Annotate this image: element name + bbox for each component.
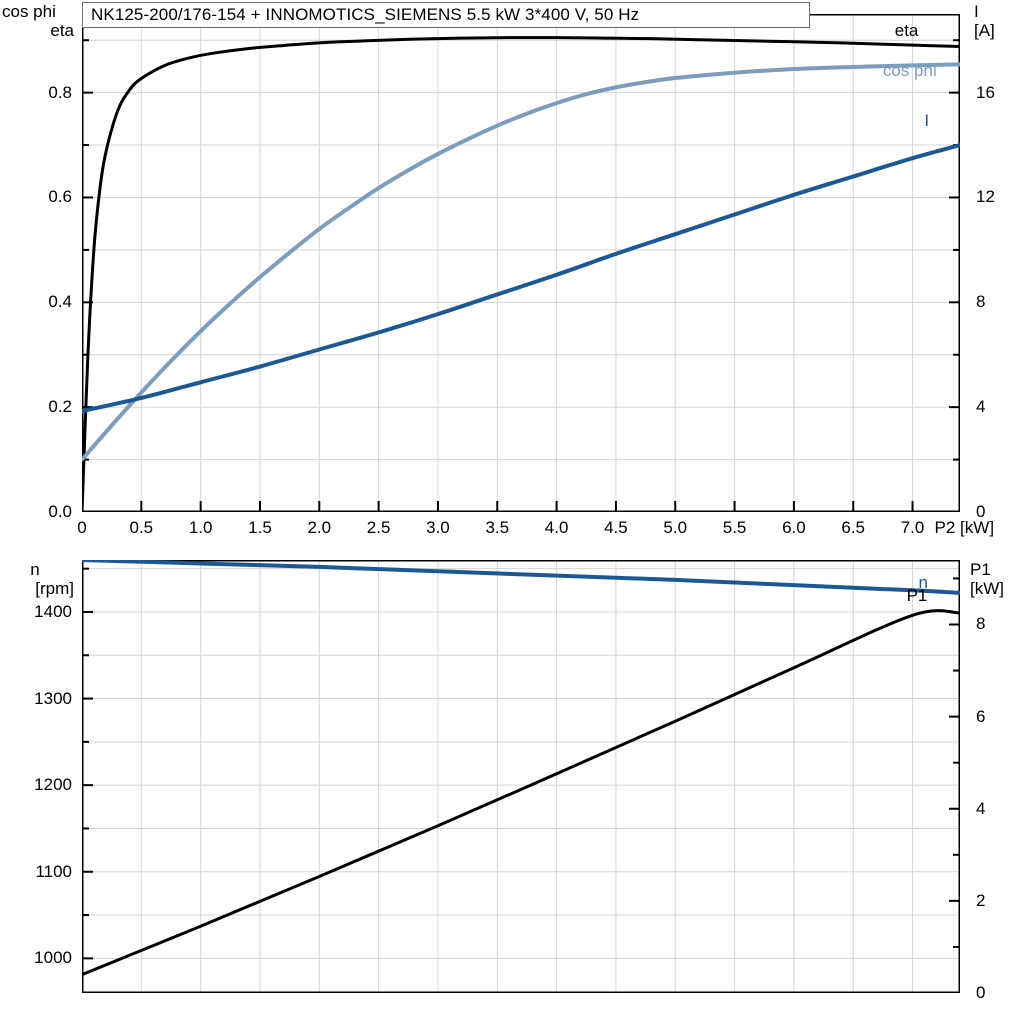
top-right-axis-caption-line2: [A] [974,21,995,40]
curve-label-cos-phi: cos phi [882,60,937,80]
top-xtick-2.0: 2.0 [307,518,332,537]
top-ytick-right-16: 16 [976,82,995,102]
top-xtick-4.0: 4.0 [544,518,569,537]
curve-I [82,143,960,414]
top-ytick-left-0.2: 0.2 [48,397,72,417]
top-ytick-right-4: 4 [976,397,986,417]
curve-P1 [82,609,960,977]
top-ytick-left-0.8: 0.8 [48,82,72,102]
top-xtick-4.5: 4.5 [604,518,628,537]
bottom-ytick-left-1300: 1300 [34,688,72,708]
bottom-left-axis-caption: n [rpm] [0,560,74,598]
top-ytick-left-0.0: 0.0 [48,502,72,521]
curve-label-current: I [924,111,930,131]
top-left-axis-caption-line1: cos phi [2,2,56,21]
top-chart-plot-area [82,14,960,512]
chart-title-box: NK125-200/176-154 + INNOMOTICS_SIEMENS 5… [82,2,810,28]
top-ytick-right-12: 12 [976,187,995,207]
top-ytick-left-0.6: 0.6 [48,187,72,207]
bottom-ytick-left-1000: 1000 [34,948,72,968]
bottom-ytick-right-4: 4 [976,798,986,818]
bottom-chart-plot-area [82,560,960,993]
bottom-ytick-right-6: 6 [976,706,986,726]
top-xtick-6.5: 6.5 [841,518,866,537]
chart-title: NK125-200/176-154 + INNOMOTICS_SIEMENS 5… [91,5,640,24]
bottom-right-axis-caption: P1 [kW] [966,560,1024,598]
top-xtick-6.0: 6.0 [782,518,806,537]
top-xtick-5.5: 5.5 [722,518,747,537]
bottom-left-axis-caption-line2: [rpm] [35,579,74,598]
bottom-ytick-right-8: 8 [976,614,986,634]
curve-label-eta: eta [894,20,919,40]
top-xtick-1.5: 1.5 [248,518,272,537]
bottom-ytick-left-1100: 1100 [35,861,72,881]
curve-n [82,560,960,595]
top-xtick-3.0: 3.0 [426,518,450,537]
top-left-axis-caption: cos phi eta [0,2,74,40]
curve-label-power: P1 [906,585,928,605]
top-ytick-right-8: 8 [976,292,986,312]
top-xtick-2.5: 2.5 [366,518,391,537]
top-x-axis-unit: P2 [kW] [934,518,995,537]
bottom-right-axis-caption-line1: P1 [970,560,991,579]
top-right-axis-caption-line1: I [974,2,979,21]
top-ytick-right-0: 0 [976,502,986,521]
top-xtick-0: 0 [77,518,87,537]
top-ytick-left-0.4: 0.4 [48,292,72,312]
bottom-ytick-right-0: 0 [976,983,986,1002]
bottom-ytick-right-2: 2 [976,890,986,910]
top-xtick-3.5: 3.5 [485,518,510,537]
top-right-axis-caption: I [A] [966,2,1024,40]
bottom-left-axis-caption-line1: n [30,560,40,579]
top-chart-svg [82,14,960,512]
bottom-ytick-left-1400: 1400 [34,601,72,621]
bottom-chart-svg [82,560,960,993]
curve-label-speed: n [918,573,928,593]
top-xtick-5.0: 5.0 [663,518,688,537]
top-xtick-1.0: 1.0 [188,518,213,537]
bottom-right-axis-caption-line2: [kW] [970,579,1004,598]
curve-cos-phi [82,62,960,462]
top-xtick-0.5: 0.5 [129,518,154,537]
top-xtick-7.0: 7.0 [900,518,925,537]
bottom-ytick-left-1200: 1200 [34,775,72,795]
curve-eta [82,36,960,512]
top-left-axis-caption-line2: eta [50,21,74,40]
